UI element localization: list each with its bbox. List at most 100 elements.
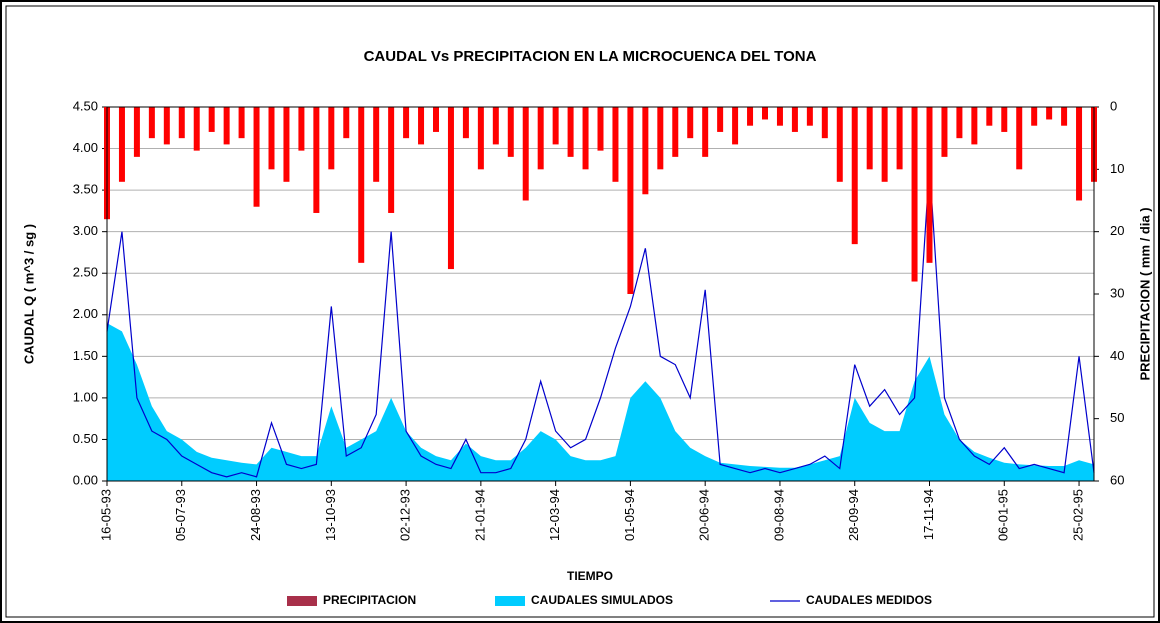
legend-label: CAUDALES SIMULADOS [531, 593, 673, 607]
precip-bar [313, 107, 320, 213]
precip-bar [238, 107, 245, 139]
precip-bar [343, 107, 350, 139]
precip-bar [178, 107, 185, 139]
x-tick-label: 06-01-95 [996, 489, 1011, 541]
y-tick-label: 4.50 [73, 98, 98, 113]
precip-bar [687, 107, 694, 139]
precip-bar [253, 107, 260, 207]
precip-bar [447, 107, 454, 270]
precip-bar [522, 107, 529, 201]
x-tick-label: 05-07-93 [173, 489, 188, 541]
x-tick-label: 28-09-94 [846, 489, 861, 541]
y-tick-label: 1.00 [73, 389, 98, 404]
precip-bar [1046, 107, 1053, 120]
precip-bar [821, 107, 828, 139]
precip-bar [433, 107, 439, 132]
precip-bar [223, 107, 230, 145]
precip-bar [851, 107, 858, 245]
y-tick-label: 0.00 [73, 472, 98, 487]
x-tick-label: 16-05-93 [98, 489, 113, 541]
y2-tick-label: 60 [1110, 472, 1124, 487]
precip-bar [1016, 107, 1023, 170]
precip-bar [597, 107, 604, 151]
precip-bar [791, 107, 798, 132]
plot-frame [106, 106, 1095, 482]
precip-bar [717, 107, 724, 132]
precip-bar [732, 107, 739, 145]
precip-bar [702, 107, 709, 157]
precip-bar [866, 107, 873, 170]
y2-tick-label: 30 [1110, 285, 1124, 300]
precip-bar [971, 107, 978, 145]
y2-tick-label: 40 [1110, 348, 1124, 363]
legend-label: PRECIPITACION [323, 593, 416, 607]
y-tick-label: 2.50 [73, 265, 98, 280]
y2-tick-label: 10 [1110, 161, 1124, 176]
precip-bar [358, 107, 365, 263]
precip-bar [283, 107, 290, 182]
precip-bar [642, 107, 649, 195]
x-tick-label: 02-12-93 [398, 489, 413, 541]
precip-bar [627, 107, 634, 294]
y-axis-title: CAUDAL Q ( m^3 / sg ) [21, 224, 36, 364]
precip-bar [193, 107, 200, 151]
y2-tick-label: 50 [1110, 410, 1124, 425]
precip-bar [567, 107, 574, 157]
precip-bar [582, 107, 589, 170]
precip-bar [672, 107, 679, 157]
precip-bar [747, 107, 754, 126]
x-axis-title: TIEMPO [567, 569, 613, 583]
y-tick-label: 1.50 [73, 348, 98, 363]
precip-bar [986, 107, 993, 126]
precip-bar [373, 107, 380, 182]
y-tick-label: 2.00 [73, 306, 98, 321]
precip-bar [388, 107, 395, 213]
precip-bar [896, 107, 903, 170]
y-tick-label: 3.50 [73, 182, 98, 197]
precip-bar [403, 107, 410, 139]
legend-label: CAUDALES MEDIDOS [806, 593, 932, 607]
precip-bar [1001, 107, 1008, 132]
precip-bar [163, 107, 170, 145]
y2-tick-label: 0 [1110, 98, 1117, 113]
precip-bar [911, 107, 918, 282]
x-tick-label: 13-10-93 [323, 489, 338, 541]
y-tick-label: 0.50 [73, 431, 98, 446]
precip-bar [657, 107, 664, 170]
precip-bar [118, 107, 125, 182]
precip-bar [133, 107, 140, 157]
precip-bar [492, 107, 499, 145]
inner-frame [5, 5, 1155, 618]
precip-bar [1031, 107, 1038, 126]
precip-bar [208, 107, 215, 132]
precip-bar [762, 107, 768, 120]
precip-bar [806, 107, 813, 126]
precip-bar [507, 107, 514, 157]
precip-bar [836, 107, 843, 182]
precip-bar [941, 107, 948, 157]
y-tick-label: 3.00 [73, 223, 98, 238]
precip-bar [268, 107, 275, 170]
x-tick-label: 17-11-94 [921, 489, 936, 540]
precip-bar [477, 107, 484, 170]
precip-bar [298, 107, 305, 151]
legend-swatch [287, 596, 317, 606]
precip-bar [776, 107, 783, 126]
precip-bar [328, 107, 335, 170]
x-tick-label: 12-03-94 [547, 489, 562, 541]
x-tick-label: 20-06-94 [697, 489, 712, 541]
y2-tick-label: 20 [1110, 223, 1124, 238]
precip-bar [462, 107, 469, 139]
x-tick-label: 25-02-95 [1070, 489, 1085, 541]
x-tick-label: 09-08-94 [771, 489, 786, 541]
x-tick-label: 21-01-94 [472, 489, 487, 541]
precip-bar [418, 107, 425, 145]
precip-bar [537, 107, 544, 170]
precip-bar [956, 107, 963, 139]
precip-bar [1061, 107, 1068, 126]
x-tick-label: 24-08-93 [248, 489, 263, 541]
precip-bar [1076, 107, 1083, 201]
precip-bar [926, 107, 933, 263]
